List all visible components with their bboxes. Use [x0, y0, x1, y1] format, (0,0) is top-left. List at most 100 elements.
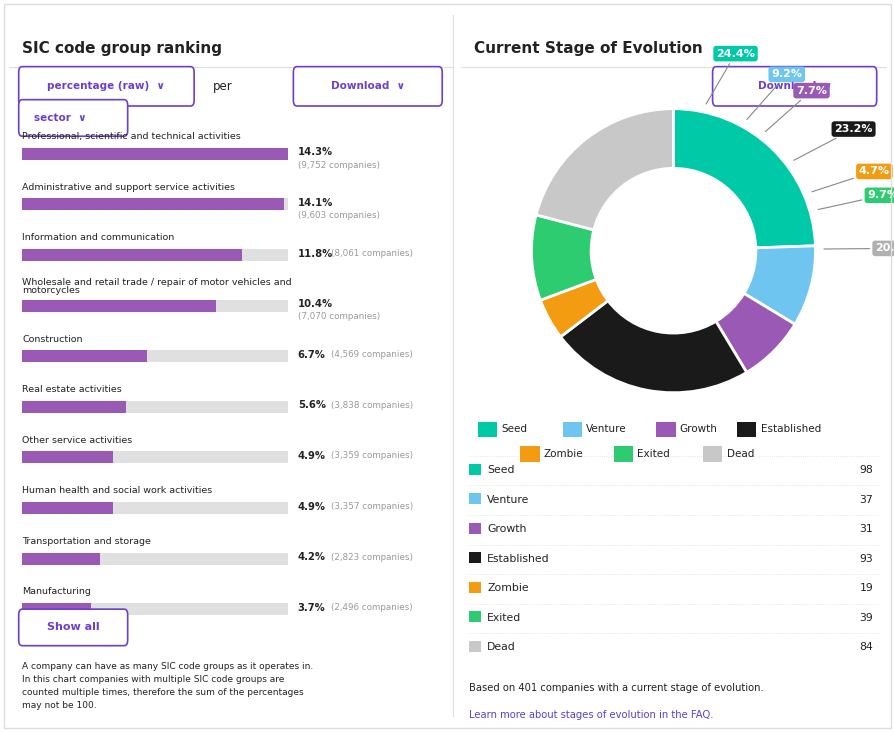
Text: Established: Established [486, 553, 549, 564]
Text: Established: Established [760, 425, 820, 434]
Text: Exited: Exited [637, 449, 670, 459]
Text: 7.7%: 7.7% [764, 86, 826, 132]
Wedge shape [715, 294, 794, 373]
Text: Wholesale and retail trade / repair of motor vehicles and: Wholesale and retail trade / repair of m… [22, 278, 291, 287]
Bar [520, 446, 539, 462]
Bar [22, 502, 288, 514]
Bar [22, 553, 100, 564]
Bar [22, 350, 147, 362]
Text: 31: 31 [858, 524, 873, 534]
Bar [22, 198, 284, 210]
Text: Dead: Dead [726, 449, 753, 459]
Text: Learn more about stages of evolution in the FAQ.: Learn more about stages of evolution in … [468, 709, 713, 720]
Wedge shape [672, 108, 814, 248]
FancyBboxPatch shape [293, 67, 442, 106]
Text: 19: 19 [858, 583, 873, 593]
Text: (3,359 companies): (3,359 companies) [331, 452, 413, 460]
Text: Venture: Venture [486, 495, 529, 504]
Text: 14.1%: 14.1% [298, 198, 333, 208]
Bar [468, 640, 481, 652]
Text: 4.2%: 4.2% [298, 552, 325, 562]
Bar [22, 299, 215, 312]
Wedge shape [536, 108, 673, 230]
Text: 24.4%: 24.4% [705, 48, 755, 104]
Bar [22, 603, 91, 615]
Text: 4.7%: 4.7% [811, 166, 889, 192]
FancyBboxPatch shape [19, 609, 128, 646]
Text: Seed: Seed [501, 425, 527, 434]
Text: Information and communication: Information and communication [22, 234, 174, 242]
Bar [22, 249, 288, 261]
Text: Show all: Show all [46, 622, 99, 632]
Text: SIC code group ranking: SIC code group ranking [22, 41, 222, 56]
Text: 5.6%: 5.6% [298, 400, 325, 411]
Bar [468, 611, 481, 622]
Bar [22, 603, 288, 615]
Wedge shape [743, 246, 814, 324]
Bar [22, 198, 288, 210]
Text: A company can have as many SIC code groups as it operates in.
In this chart comp: A company can have as many SIC code grou… [22, 662, 313, 711]
Text: 84: 84 [858, 642, 873, 652]
Text: Professional, scientific and technical activities: Professional, scientific and technical a… [22, 132, 240, 141]
FancyBboxPatch shape [19, 67, 194, 106]
Bar [468, 463, 481, 475]
Wedge shape [560, 301, 746, 392]
Text: (4,569 companies): (4,569 companies) [331, 350, 412, 359]
Text: 93: 93 [858, 553, 873, 564]
Text: 9.2%: 9.2% [746, 70, 801, 119]
Text: Construction: Construction [22, 335, 82, 343]
Text: per: per [213, 80, 232, 93]
Bar [613, 446, 632, 462]
Text: 6.7%: 6.7% [298, 350, 325, 359]
Text: Zombie: Zombie [486, 583, 528, 593]
Text: Zombie: Zombie [544, 449, 583, 459]
Text: percentage (raw)  ∨: percentage (raw) ∨ [47, 81, 165, 92]
Text: Download  ∨: Download ∨ [757, 81, 831, 92]
Bar [22, 350, 288, 362]
Text: Seed: Seed [486, 465, 514, 475]
Bar [22, 452, 288, 463]
Bar [737, 422, 755, 437]
Text: Download  ∨: Download ∨ [331, 81, 404, 92]
Bar [655, 422, 675, 437]
Text: (2,823 companies): (2,823 companies) [331, 553, 412, 561]
Bar [468, 582, 481, 593]
Wedge shape [540, 280, 607, 337]
Text: Dead: Dead [486, 642, 516, 652]
Bar [22, 502, 114, 514]
Text: 3.7%: 3.7% [298, 602, 325, 613]
FancyBboxPatch shape [19, 100, 128, 136]
Text: Exited: Exited [486, 613, 521, 623]
Bar [468, 493, 481, 504]
Text: (9,752 companies): (9,752 companies) [298, 160, 379, 170]
Text: 14.3%: 14.3% [298, 147, 333, 157]
Text: Administrative and support service activities: Administrative and support service activ… [22, 183, 235, 192]
Text: Current Stage of Evolution: Current Stage of Evolution [473, 41, 702, 56]
Bar [468, 523, 481, 534]
Text: sector  ∨: sector ∨ [34, 113, 86, 123]
Bar [22, 148, 288, 160]
FancyBboxPatch shape [712, 67, 876, 106]
Text: (3,838 companies): (3,838 companies) [331, 401, 413, 410]
Text: (7,070 companies): (7,070 companies) [298, 313, 380, 321]
Text: Venture: Venture [586, 425, 627, 434]
Bar [562, 422, 581, 437]
Bar [22, 553, 288, 564]
Bar [22, 452, 114, 463]
Text: (2,496 companies): (2,496 companies) [331, 603, 412, 612]
Bar [477, 422, 496, 437]
Bar [468, 552, 481, 564]
Text: 37: 37 [858, 495, 873, 504]
Text: (9,603 companies): (9,603 companies) [298, 211, 379, 220]
Text: Human health and social work activities: Human health and social work activities [22, 486, 212, 496]
Text: 98: 98 [858, 465, 873, 475]
Text: Transportation and storage: Transportation and storage [22, 537, 151, 546]
Text: Growth: Growth [486, 524, 526, 534]
Bar [22, 249, 241, 261]
Text: Other service activities: Other service activities [22, 436, 132, 445]
Bar [22, 401, 288, 413]
Text: 39: 39 [858, 613, 873, 623]
Bar [22, 148, 288, 160]
Text: 4.9%: 4.9% [298, 501, 325, 512]
Bar [22, 299, 288, 312]
